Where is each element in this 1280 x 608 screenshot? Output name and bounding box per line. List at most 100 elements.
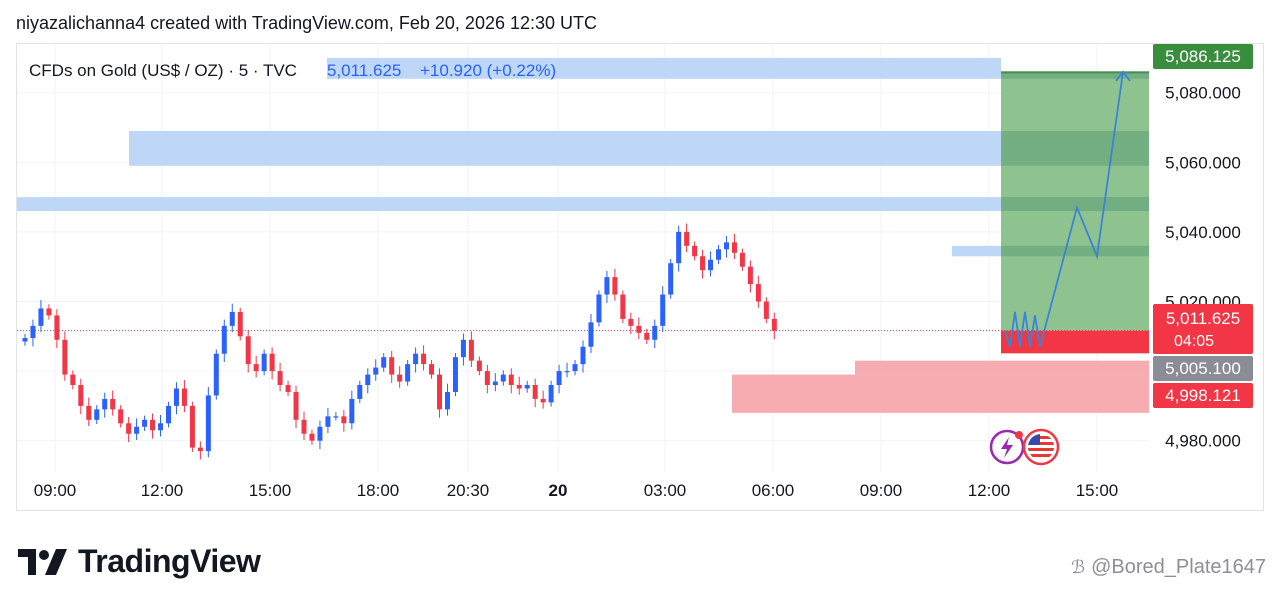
candle-body [301,419,307,434]
candle-body [405,364,411,382]
current-price-badge [1153,304,1253,354]
candle-body [102,398,108,410]
candle-body [747,266,753,285]
candle-body [596,294,602,323]
candle-body [492,381,498,386]
price-tick-label: 5,080.000 [1165,84,1241,103]
candle-body [763,301,769,319]
candle-body [381,357,387,368]
projection-arrowhead [1115,70,1131,82]
candle-body [716,249,722,260]
candle-body [556,371,562,386]
symbol-legend[interactable]: CFDs on Gold (US$ / OZ) · 5 · TVC [29,61,297,80]
candle-body [269,353,275,372]
candle-body [46,308,52,316]
supply-zone [952,245,1001,257]
candle-body [723,242,729,250]
stop-price-label: 5,005.100 [1153,356,1253,381]
candle-body [173,388,179,406]
watermark-handle: @Bored_Plate1647 [1091,556,1266,578]
time-tick-label: 09:00 [34,481,77,500]
position-tool[interactable] [1001,71,1149,354]
candle-body [22,338,28,342]
candle-body [628,318,634,326]
brand-wordmark: TradingView [78,543,261,579]
candle-body [437,374,443,410]
tradingview-mark-icon [18,548,67,575]
candle-body [253,364,259,372]
chart-panel[interactable]: CFDs on Gold (US$ / OZ) · 5 · TVC 5,011.… [16,43,1264,511]
candle-body [588,322,594,347]
candle-body [500,374,506,382]
candle-body [484,371,490,386]
candle-body [468,339,474,361]
us-flag-icon[interactable] [1022,428,1060,466]
candle-body [708,259,714,271]
watermark: ℬ @Bored_Plate1647 [1071,556,1266,579]
candle-body [261,353,267,372]
candle-body [636,325,642,333]
tradingview-logo[interactable]: TradingView [18,543,261,580]
candle-body [771,318,777,331]
candle-body [429,364,435,375]
time-tick-label: 06:00 [752,481,795,500]
candle-body [373,367,379,375]
candle-body [476,360,482,372]
candle-body [126,423,132,434]
time-axis[interactable]: 09:00 12:00 15:00 18:00 20:30 20 03:00 06:00 09:… [34,481,1119,500]
candle-body [739,252,745,267]
candle-body [660,294,666,326]
zone-low-price-label: 4,998.121 [1153,383,1253,408]
candle-body [118,409,124,424]
candle-body [620,294,626,319]
candle-body [30,325,36,339]
candle-body [532,385,538,399]
time-tick-label: 12:00 [141,481,184,500]
candle-body [245,336,251,365]
candle-body [78,385,84,406]
projection-path[interactable] [1004,71,1124,348]
candle-body [444,391,450,410]
candle-body [134,426,140,434]
chart-canvas[interactable]: CFDs on Gold (US$ / OZ) · 5 · TVC 5,011.… [17,44,1265,512]
zone-low-price-badge [1153,383,1253,408]
candle-body [293,391,299,420]
candle-body [221,325,227,354]
candle-body [285,385,291,392]
candle-body [158,423,164,431]
time-tick-label: 20:30 [447,481,490,500]
target-price-badge [1153,44,1253,69]
current-price-label: 5,011.625 04:05 [1153,304,1253,354]
candle-body [524,385,530,389]
candle-body [731,242,737,253]
candle-body [197,447,203,452]
candle-body [413,353,419,365]
candle-body [365,374,371,386]
candle-body [516,385,522,389]
candle-body [38,308,44,326]
candle-body [421,353,427,365]
candle-body [612,277,618,295]
candles-layer [22,223,777,460]
candle-body [540,398,546,403]
candle-body [110,398,116,410]
demand-zone [732,374,1149,413]
candle-body [676,231,682,264]
candle-body [165,405,171,424]
candle-body [142,419,148,427]
candle-body [333,416,339,418]
price-tick-label: 4,980.000 [1165,432,1241,451]
events-badges[interactable] [989,428,1060,466]
candle-body [54,315,60,340]
time-tick-label: 18:00 [357,481,400,500]
candle-body [205,395,211,452]
candle-body [181,388,187,406]
candle-body [309,433,315,441]
candle-body [237,311,243,337]
zone-low-price-text: 4,998.121 [1165,386,1241,405]
candle-body [229,311,235,326]
candle-body [604,277,610,295]
candle-body [755,284,761,302]
candle-body [580,346,586,365]
candle-body [357,385,363,399]
